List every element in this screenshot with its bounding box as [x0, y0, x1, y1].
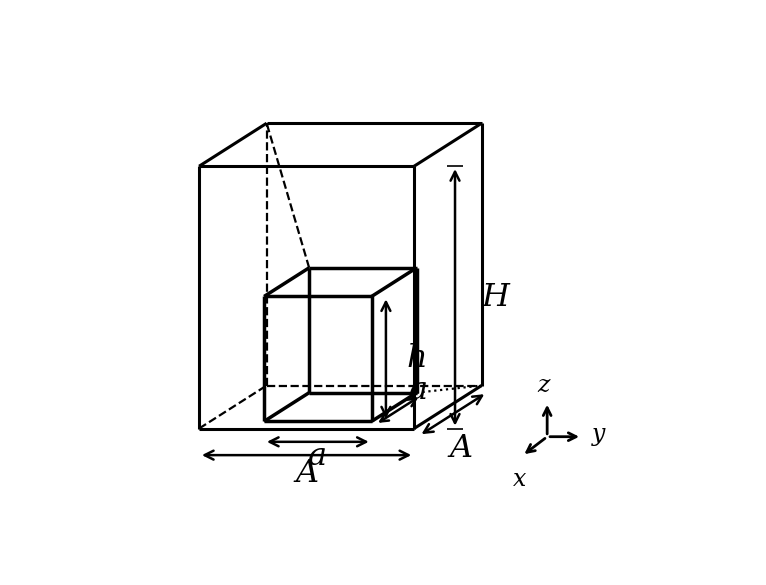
Text: x: x — [513, 468, 527, 491]
Text: a: a — [408, 375, 427, 406]
Text: a: a — [308, 441, 327, 472]
Text: A: A — [295, 458, 318, 489]
Text: h: h — [407, 343, 427, 374]
Text: z: z — [537, 374, 549, 397]
Text: y: y — [592, 423, 606, 446]
Text: H: H — [482, 282, 509, 313]
Text: A: A — [450, 433, 473, 463]
